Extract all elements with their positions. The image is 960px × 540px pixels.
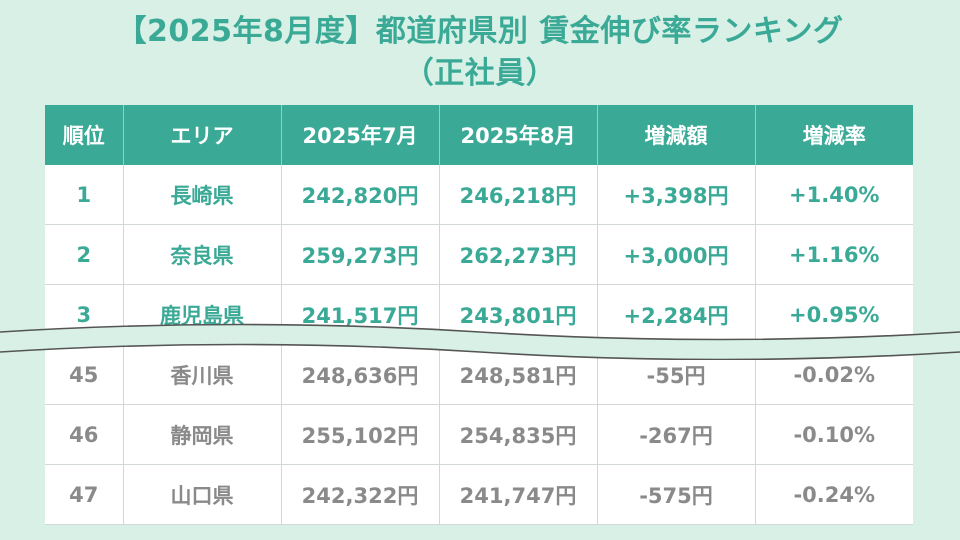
table-row: 47 山口県 242,322円 241,747円 -575円 -0.24% — [45, 464, 913, 525]
area-cell: 静岡県 — [123, 404, 282, 465]
header-change-amount: 増減額 — [597, 105, 756, 165]
change-rate-cell: +0.95% — [755, 284, 913, 345]
july-cell: 248,636円 — [281, 344, 440, 405]
change-amount-cell: -575円 — [597, 464, 756, 525]
wave-line-top — [0, 323, 960, 341]
august-cell: 246,218円 — [439, 165, 598, 225]
header-area: エリア — [123, 105, 282, 165]
table-header-row: 順位 エリア 2025年7月 2025年8月 増減額 増減率 — [45, 105, 913, 165]
header-change-rate: 増減率 — [755, 105, 913, 165]
header-july: 2025年7月 — [281, 105, 440, 165]
change-amount-cell: +3,398円 — [597, 165, 756, 225]
july-cell: 255,102円 — [281, 404, 440, 465]
change-rate-cell: -0.10% — [755, 404, 913, 465]
rank-cell: 47 — [45, 464, 124, 525]
table-row: 1 長崎県 242,820円 246,218円 +3,398円 +1.40% — [45, 165, 913, 225]
july-cell: 242,820円 — [281, 165, 440, 225]
change-rate-cell: +1.40% — [755, 165, 913, 225]
table-row: 2 奈良県 259,273円 262,273円 +3,000円 +1.16% — [45, 224, 913, 285]
change-amount-cell: +3,000円 — [597, 224, 756, 285]
rank-cell: 2 — [45, 224, 124, 285]
wave-fill — [0, 324, 960, 360]
change-rate-cell: +1.16% — [755, 224, 913, 285]
area-cell: 奈良県 — [123, 224, 282, 285]
page-title: 【2025年8月度】都道府県別 賃金伸び率ランキング — [116, 14, 844, 49]
change-amount-cell: -267円 — [597, 404, 756, 465]
july-cell: 242,322円 — [281, 464, 440, 525]
august-cell: 262,273円 — [439, 224, 598, 285]
august-cell: 241,747円 — [439, 464, 598, 525]
area-cell: 香川県 — [123, 344, 282, 405]
july-cell: 259,273円 — [281, 224, 440, 285]
area-cell: 長崎県 — [123, 165, 282, 225]
header-august: 2025年8月 — [439, 105, 598, 165]
area-cell: 山口県 — [123, 464, 282, 525]
omission-wave-divider — [0, 323, 960, 360]
august-cell: 254,835円 — [439, 404, 598, 465]
header-rank: 順位 — [45, 105, 124, 165]
change-rate-cell: -0.24% — [755, 464, 913, 525]
rank-cell: 45 — [45, 344, 124, 405]
rank-cell: 1 — [45, 165, 124, 225]
ranking-table-container: 順位 エリア 2025年7月 2025年8月 増減額 増減率 1 長崎県 242… — [45, 105, 913, 525]
page-subtitle: （正社員） — [403, 56, 557, 91]
change-amount-cell: +2,284円 — [597, 284, 756, 345]
ranking-table: 順位 エリア 2025年7月 2025年8月 増減額 増減率 1 長崎県 242… — [45, 105, 913, 525]
table-row: 46 静岡県 255,102円 254,835円 -267円 -0.10% — [45, 404, 913, 465]
rank-cell: 46 — [45, 404, 124, 465]
wave-line-bottom — [0, 343, 960, 360]
